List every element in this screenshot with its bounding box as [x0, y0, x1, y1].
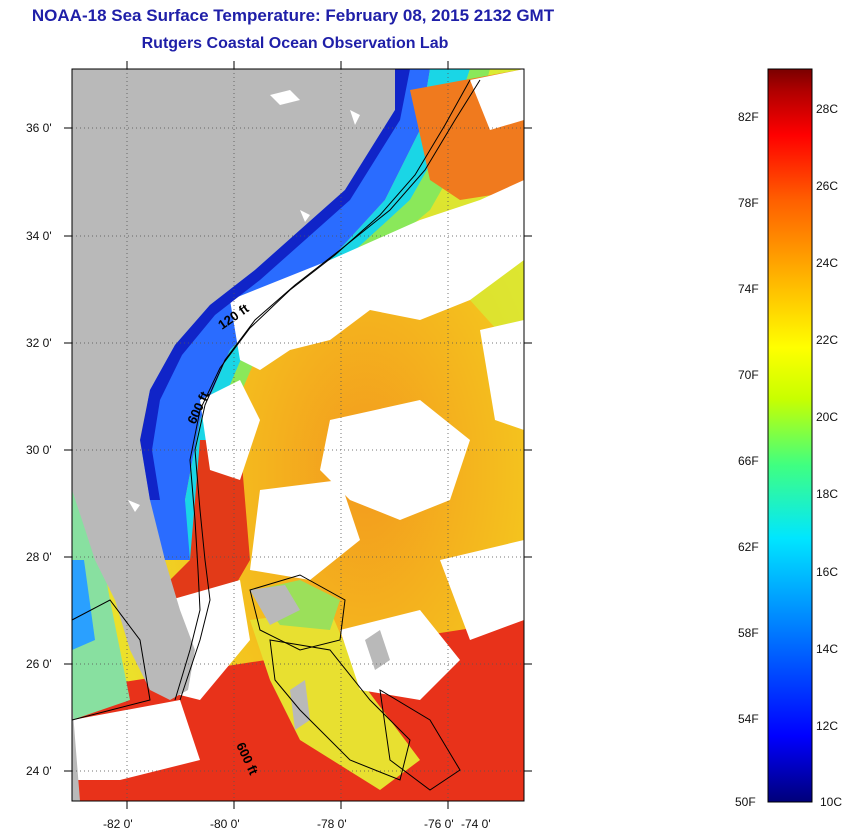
cold-shelf-water [140, 69, 430, 560]
colorbar-f-label: 78F [738, 196, 759, 210]
lat-label: 30 0' [26, 443, 52, 457]
sst-map: 120 ft 600 ft 600 ft [72, 69, 524, 801]
graticule [72, 69, 524, 801]
bahamas-banks [250, 610, 420, 790]
colorbar-c-label: 20C [816, 410, 838, 424]
lon-label: -82 0' [103, 817, 133, 831]
colorbar-f-label: 70F [738, 368, 759, 382]
colorbar-c-label: 10C [820, 795, 842, 809]
colorbar-c-label: 14C [816, 642, 838, 656]
lon-label: -78 0' [317, 817, 347, 831]
colorbar-f-label: 66F [738, 454, 759, 468]
colorbar-f-label: 58F [738, 626, 759, 640]
map-subtitle: Rutgers Coastal Ocean Observation Lab [141, 35, 449, 52]
map-frame [71, 68, 525, 802]
colorbar-f-label: 62F [738, 540, 759, 554]
inland-lakes [128, 90, 360, 512]
colorbar-c-label: 28C [816, 102, 838, 116]
colorbar-f-label: 50F [735, 795, 756, 809]
lat-label: 26 0' [26, 657, 52, 671]
colorbar-c-label: 12C [816, 719, 838, 733]
isobath-contours [72, 79, 481, 791]
temperature-colorbar [767, 68, 813, 803]
colorbar-c-label: 16C [816, 565, 838, 579]
colorbar-f-label: 54F [738, 712, 759, 726]
shelf-edge-water [205, 69, 490, 560]
lon-label: -74 0' [461, 817, 491, 831]
andros-island [290, 680, 310, 730]
lat-label: 24 0' [26, 764, 52, 778]
cloud-cover [72, 69, 524, 780]
grand-bahama-island [250, 585, 300, 625]
colorbar-f-label: 74F [738, 282, 759, 296]
map-title: NOAA-18 Sea Surface Temperature: Februar… [31, 6, 555, 25]
shelf-transition-water [185, 69, 470, 560]
land-southeast-us [72, 69, 395, 700]
lat-label: 32 0' [26, 336, 52, 350]
lon-label: -80 0' [210, 817, 240, 831]
lat-label: 36 0' [26, 121, 52, 135]
colorbar-c-label: 18C [816, 487, 838, 501]
colorbar-c-label: 24C [816, 256, 838, 270]
colorbar-c-label: 26C [816, 179, 838, 193]
lat-label: 34 0' [26, 229, 52, 243]
axis-ticks [64, 61, 532, 809]
lat-label: 28 0' [26, 550, 52, 564]
colorbar-c-label: 22C [816, 333, 838, 347]
lon-label: -76 0' [424, 817, 454, 831]
colorbar-f-label: 82F [738, 110, 759, 124]
